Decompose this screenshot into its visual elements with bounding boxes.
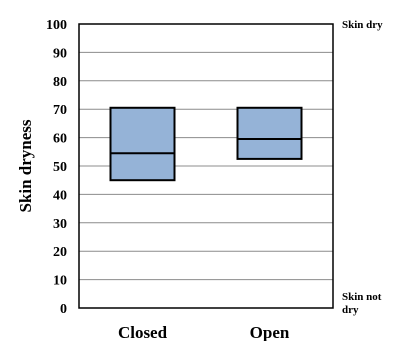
- y-tick-label-30: 30: [53, 217, 67, 232]
- y-axis-label: Skin dryness: [16, 119, 35, 212]
- y-tick-label-90: 90: [53, 46, 67, 61]
- annotation-skin-not-dry-line2: dry: [342, 304, 359, 316]
- x-category-labels: Closed Open: [118, 323, 290, 342]
- x-category-label-open: Open: [250, 323, 290, 341]
- y-tick-label-10: 10: [53, 274, 67, 289]
- y-tick-label-20: 20: [53, 245, 67, 260]
- y-tick-label-60: 60: [53, 132, 67, 147]
- plot-frame: [78, 23, 334, 309]
- annotation-skin-dry: Skin dry: [342, 19, 383, 31]
- y-tick-label-0: 0: [60, 302, 67, 317]
- annotation-skin-not-dry-line1: Skin not: [342, 291, 382, 303]
- box-closed: [109, 106, 176, 182]
- y-tick-label-100: 100: [46, 18, 67, 33]
- y-tick-label-70: 70: [53, 103, 67, 118]
- boxes: [109, 106, 303, 182]
- x-category-label-closed: Closed: [118, 323, 168, 341]
- y-tick-label-40: 40: [53, 188, 67, 203]
- y-tick-labels: 0 10 20 30 40 50 60 70 80 90 100: [46, 18, 67, 317]
- y-tick-label-80: 80: [53, 75, 67, 90]
- y-tick-label-50: 50: [53, 160, 67, 175]
- box-open: [236, 106, 303, 160]
